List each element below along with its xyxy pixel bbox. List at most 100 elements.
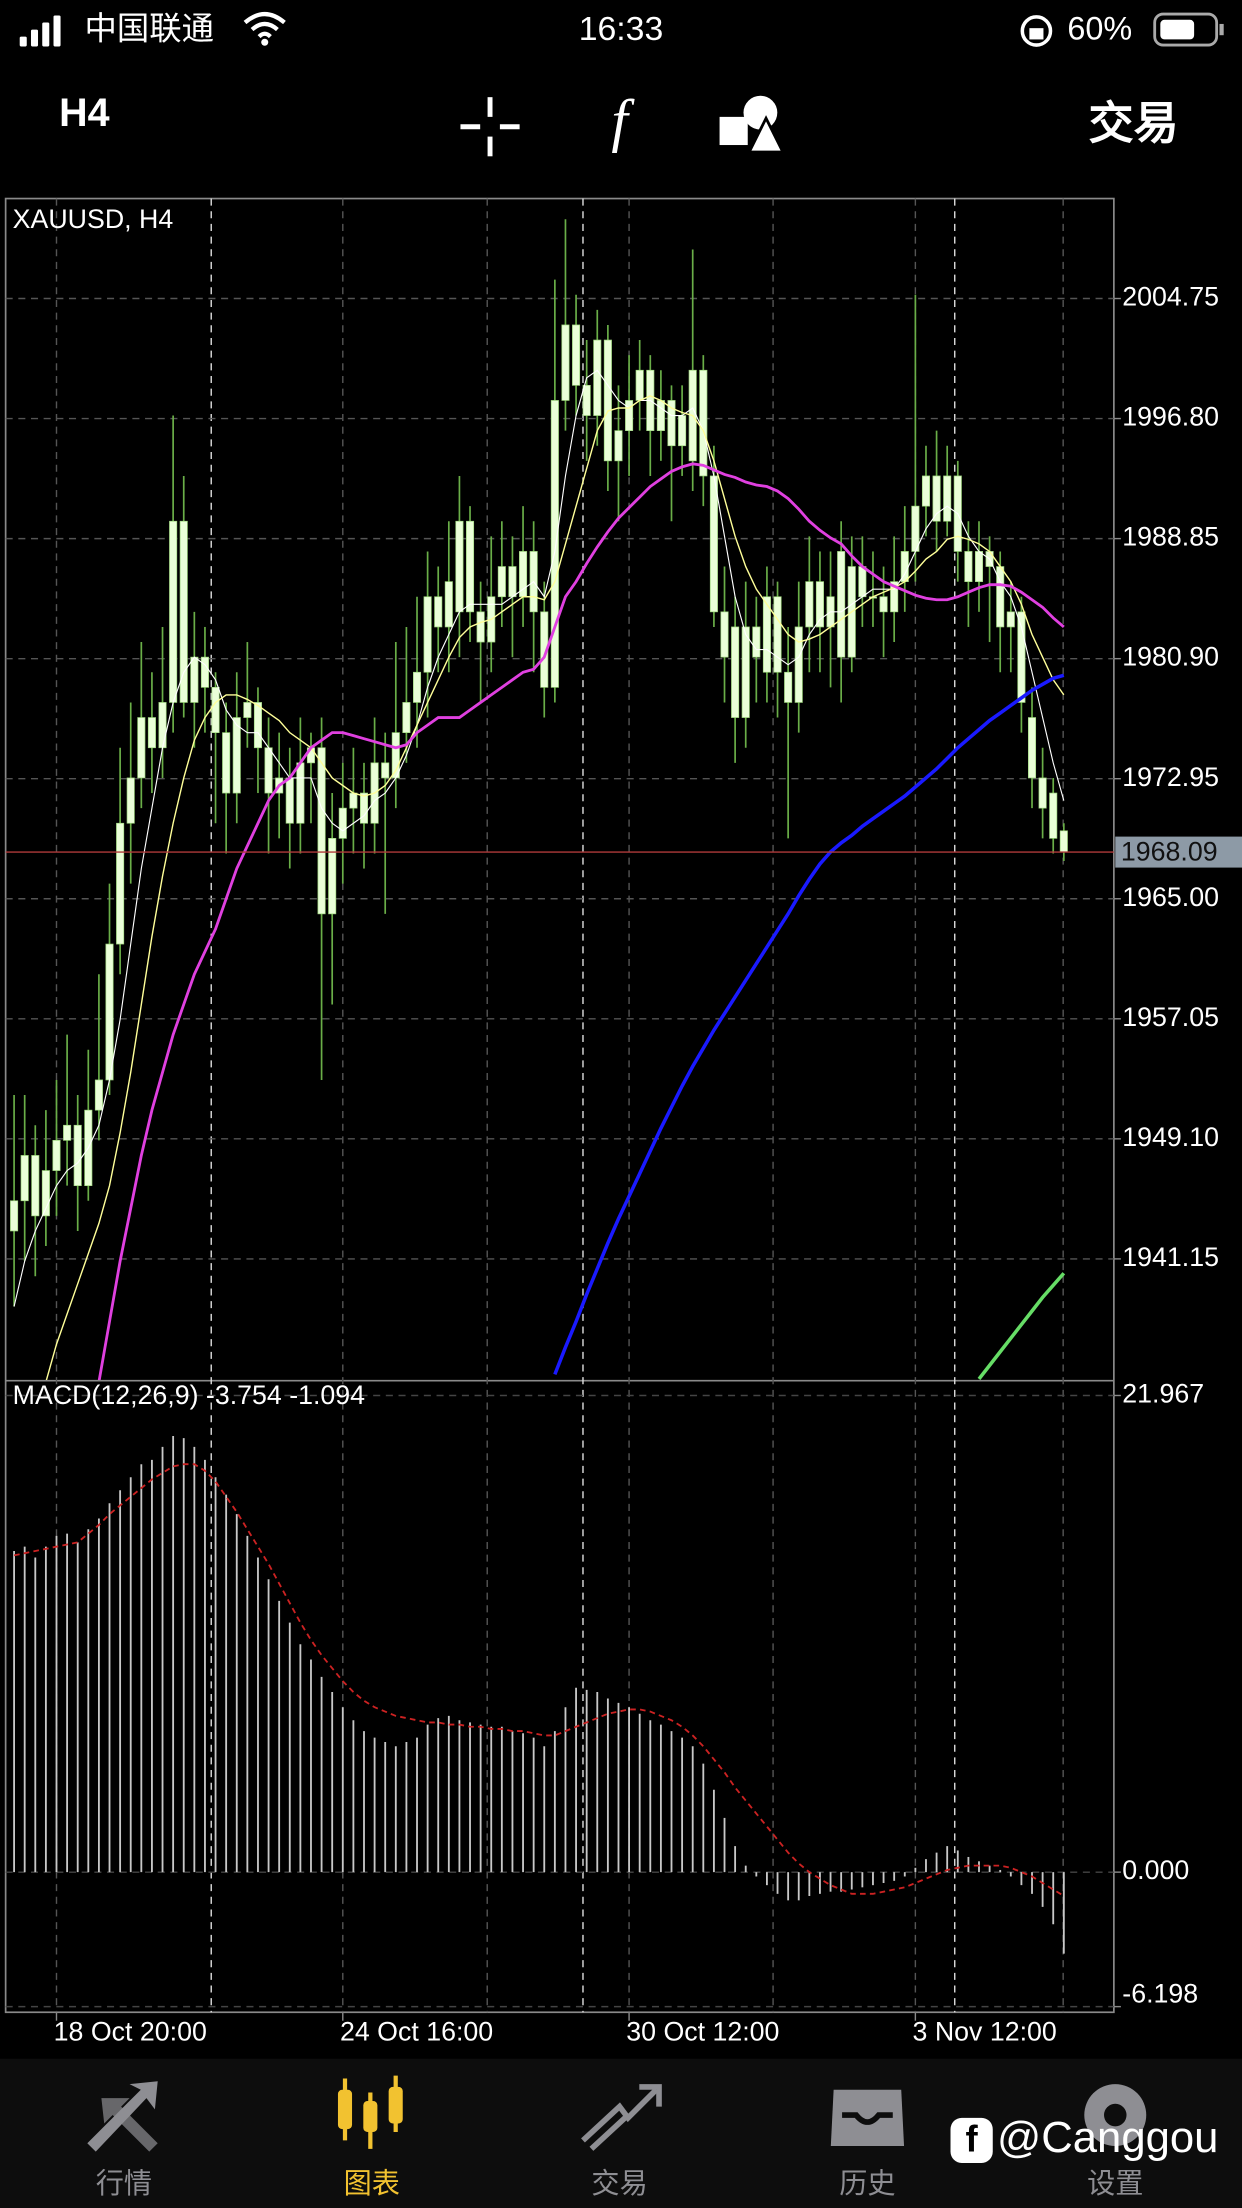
candle-body — [328, 837, 337, 915]
tab-item[interactable]: 图表 — [344, 2168, 400, 2199]
lock-icon — [1020, 15, 1053, 47]
y-tick-label: 2004.75 — [1122, 282, 1219, 312]
candle-body — [519, 551, 528, 598]
indicator-line — [13, 1463, 1065, 1897]
candle-body — [317, 747, 326, 915]
battery-text: 60% — [1067, 11, 1132, 47]
candle-body — [890, 581, 899, 613]
y-tick-label: 1949.10 — [1122, 1122, 1219, 1152]
candle-body — [73, 1124, 82, 1187]
candle-body — [126, 777, 135, 824]
candle-body — [243, 702, 252, 718]
candle-body — [137, 717, 146, 779]
candle-body — [656, 400, 665, 431]
candle-body — [264, 747, 273, 794]
indicator-line — [97, 462, 1065, 1380]
candle-body — [635, 369, 644, 401]
candle-body — [20, 1155, 29, 1202]
candle-body — [741, 626, 750, 718]
objects-button[interactable] — [719, 95, 786, 154]
watermark-text: @Canggou — [997, 2113, 1218, 2162]
candle-body — [593, 339, 602, 416]
candle-body — [10, 1200, 19, 1232]
candle-body — [815, 581, 824, 628]
candle-body — [614, 430, 623, 462]
candle-body — [413, 671, 422, 703]
candle-body — [1006, 611, 1015, 628]
watermark: f — [950, 2117, 993, 2163]
tab-item[interactable]: 历史 — [839, 2168, 895, 2199]
clock: 16:33 — [579, 10, 664, 48]
tab-item[interactable]: 行情 — [96, 2168, 152, 2199]
candle-body — [296, 762, 305, 824]
candle-body — [31, 1155, 40, 1217]
current-price-tag — [1115, 836, 1242, 868]
candle-body — [1028, 717, 1037, 779]
candle-body — [508, 566, 517, 598]
candle-body — [709, 475, 718, 613]
candle-body — [964, 551, 973, 582]
candle-body — [921, 475, 930, 507]
candle-body — [105, 943, 114, 1081]
candle-body — [582, 384, 591, 416]
settings-icon — [1084, 2084, 1147, 2147]
y-tick-label: 1972.95 — [1122, 762, 1219, 792]
crosshair-button[interactable] — [460, 97, 520, 157]
candle-body — [338, 807, 347, 839]
indicator-line — [977, 1272, 1066, 1380]
candle-body — [932, 475, 941, 522]
candle-body — [794, 626, 803, 703]
battery-icon — [1153, 12, 1224, 47]
candle-body — [678, 415, 687, 447]
x-tick-label: 24 Oct 16:00 — [340, 2016, 493, 2046]
tab-item[interactable]: 设置 — [1087, 2168, 1143, 2199]
candle-body — [572, 324, 581, 386]
svg-text:f: f — [966, 2118, 979, 2159]
candle-body — [879, 596, 888, 613]
candle-body — [423, 596, 432, 673]
current-price-label: 1968.09 — [1121, 837, 1218, 867]
timeframe-button[interactable]: H4 — [59, 91, 109, 135]
candle-body — [381, 762, 390, 779]
candle-body — [169, 520, 178, 703]
candle-body — [667, 400, 676, 447]
candle-body — [497, 566, 506, 598]
candle-body — [222, 732, 231, 794]
candle-body — [762, 596, 771, 673]
candle-body — [550, 400, 559, 688]
candle-body — [349, 792, 358, 809]
candle-body — [190, 656, 199, 703]
y-tick-label: 1980.90 — [1122, 642, 1219, 672]
candle-body — [359, 792, 369, 824]
x-tick-label: 30 Oct 12:00 — [626, 2016, 779, 2046]
x-tick-label: 3 Nov 12:00 — [913, 2016, 1057, 2046]
quotes-icon — [87, 2081, 158, 2152]
candle-body — [858, 566, 867, 598]
candle-body — [147, 717, 156, 749]
candle-body — [561, 324, 570, 401]
indicator-line — [553, 673, 1065, 1376]
candle-body — [943, 475, 952, 522]
candle-body — [1049, 792, 1058, 839]
trade-button[interactable]: 交易 — [1089, 98, 1179, 149]
y-tick-label: 1941.15 — [1122, 1242, 1219, 1272]
candle-body — [444, 581, 453, 628]
y-tick-label: -6.198 — [1122, 1978, 1198, 2008]
carrier: 中国联通 — [84, 11, 214, 47]
period-separators — [210, 198, 1064, 2013]
candle-body — [179, 520, 188, 703]
y-tick-label: 0.000 — [1122, 1855, 1189, 1885]
candle-body — [158, 702, 167, 749]
candle-body — [773, 596, 782, 673]
chart-frame — [4, 197, 1115, 2014]
candle-body — [1038, 777, 1047, 809]
candle-body — [1059, 830, 1068, 853]
x-tick-label: 18 Oct 20:00 — [54, 2016, 207, 2046]
trade-icon — [581, 2084, 662, 2151]
tab-item[interactable]: 交易 — [591, 2168, 647, 2199]
candle-body — [455, 520, 464, 613]
candle-body — [41, 1170, 50, 1217]
candle-body — [211, 686, 220, 734]
candle-body — [116, 822, 125, 945]
